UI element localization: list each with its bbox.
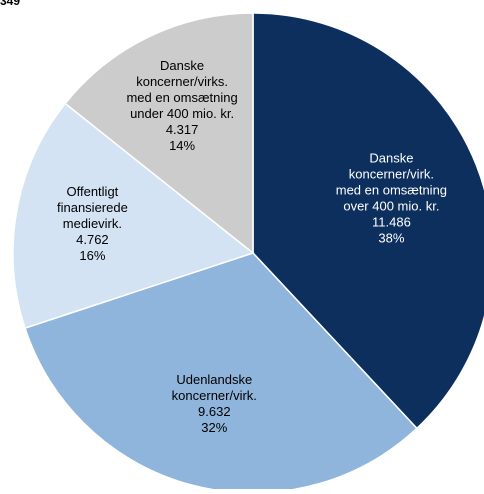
slices-layer — [12, 12, 484, 494]
slice-label-line: Danske — [369, 150, 413, 165]
slice-value-label: 11.486 — [372, 214, 411, 229]
pie-slice-3 — [64, 12, 254, 255]
pie-slice-2 — [12, 102, 255, 330]
slice-value-label: 4.317 — [166, 122, 199, 137]
slice-label-line: koncerner/virk. — [172, 388, 257, 403]
slice-label-line: over 400 mio. kr. — [343, 198, 439, 213]
slice-label-line: Udenlandske — [176, 372, 252, 387]
slice-label-line: koncerner/virks. — [136, 74, 228, 89]
slice-percent-label: 14% — [169, 138, 195, 153]
slice-label-line: finansierede — [57, 200, 128, 215]
header-fragment: 349 — [0, 0, 21, 8]
slice-percent-label: 16% — [79, 248, 105, 263]
slice-value-label: 4.762 — [76, 232, 109, 247]
slice-label-line: med en omsætning — [336, 182, 447, 197]
slice-label-line: under 400 mio. kr. — [130, 106, 234, 121]
slice-value-label: 9.632 — [198, 404, 231, 419]
slice-label-line: med en omsætning — [126, 90, 237, 105]
slice-label-line: koncerner/virk. — [349, 166, 434, 181]
slice-label-line: Danske — [160, 58, 204, 73]
pie-slice-1 — [24, 252, 418, 494]
slice-percent-label: 38% — [378, 230, 404, 245]
pie-slice-0 — [252, 12, 484, 430]
slice-percent-label: 32% — [201, 420, 227, 435]
slice-label-line: medievirk. — [63, 216, 122, 231]
slice-label-line: Offentligt — [67, 184, 119, 199]
